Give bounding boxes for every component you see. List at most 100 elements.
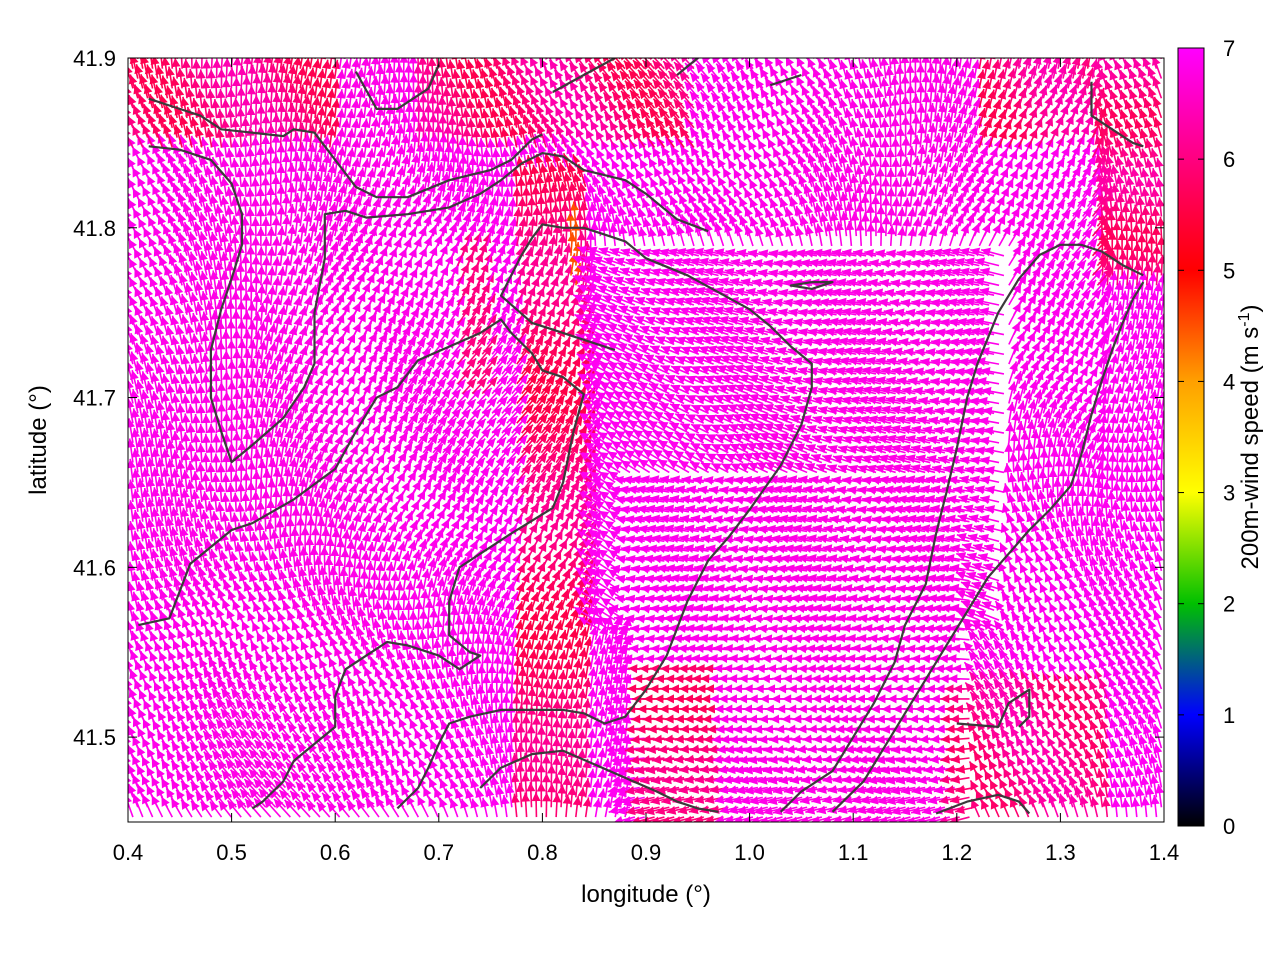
wind-arrow bbox=[280, 751, 296, 769]
wind-arrow bbox=[454, 615, 464, 640]
wind-arrow bbox=[968, 760, 981, 779]
wind-arrow bbox=[505, 783, 515, 808]
wind-arrow bbox=[982, 406, 1005, 416]
wind-arrow bbox=[234, 758, 252, 779]
wind-arrow bbox=[345, 759, 360, 779]
wind-arrow bbox=[980, 495, 1000, 505]
wind-arrow bbox=[1035, 438, 1045, 463]
wind-arrow bbox=[212, 770, 228, 789]
wind-arrow bbox=[480, 756, 490, 778]
wind-arrow bbox=[284, 780, 301, 798]
wind-arrow bbox=[587, 788, 597, 808]
wind-arrow bbox=[536, 725, 546, 749]
wind-arrow bbox=[1131, 797, 1141, 818]
wind-arrow bbox=[1115, 748, 1124, 769]
wind-arrow bbox=[779, 816, 803, 822]
wind-arrow bbox=[475, 746, 485, 769]
wind-arrow bbox=[263, 778, 282, 798]
wind-arrow bbox=[767, 775, 793, 785]
wind-arrow bbox=[194, 771, 208, 789]
wind-arrow bbox=[510, 773, 520, 798]
wind-arrow bbox=[736, 805, 759, 815]
wind-arrow bbox=[1154, 763, 1164, 788]
wind-arrow bbox=[1135, 786, 1145, 808]
wind-arrow bbox=[1140, 796, 1150, 818]
wind-arrow bbox=[635, 806, 660, 816]
wind-arrow bbox=[243, 738, 262, 759]
wind-arrow bbox=[220, 749, 237, 769]
wind-arrow bbox=[949, 714, 970, 724]
wind-arrow bbox=[612, 795, 636, 805]
wind-arrow bbox=[248, 768, 267, 789]
wind-arrow bbox=[258, 768, 277, 789]
wind-arrow bbox=[350, 769, 365, 789]
wind-arrows bbox=[128, 58, 1164, 822]
wind-arrow bbox=[242, 329, 252, 355]
wind-arrow bbox=[645, 785, 670, 795]
wind-arrow bbox=[1144, 764, 1154, 788]
wind-arrow bbox=[495, 743, 505, 768]
wind-arrow bbox=[607, 785, 631, 795]
wind-arrow bbox=[185, 751, 198, 769]
wind-arrow bbox=[950, 774, 970, 784]
wind-arrow bbox=[199, 781, 213, 798]
wind-arrow bbox=[345, 780, 360, 798]
wind-arrow bbox=[190, 761, 203, 779]
wind-arrow bbox=[335, 761, 351, 779]
wind-arrow bbox=[296, 742, 311, 759]
wind-arrow bbox=[350, 790, 365, 808]
wind-arrow bbox=[625, 806, 650, 816]
wind-arrow bbox=[950, 734, 970, 744]
wind-arrow bbox=[980, 475, 1000, 485]
wind-arrow bbox=[1035, 679, 1049, 700]
wind-arrow bbox=[331, 771, 346, 789]
wind-arrow bbox=[289, 790, 306, 808]
wind-arrow bbox=[582, 797, 592, 818]
wind-arrow bbox=[253, 739, 272, 759]
wind-arrow bbox=[515, 762, 525, 788]
wind-arrow bbox=[541, 754, 551, 778]
wind-arrow bbox=[1115, 768, 1125, 788]
wind-arrow bbox=[226, 799, 242, 818]
wind-arrow bbox=[949, 694, 970, 704]
wind-arrow bbox=[1095, 749, 1105, 769]
wind-arrow bbox=[1111, 797, 1121, 818]
wind-arrow bbox=[552, 774, 562, 798]
wind-arrow bbox=[1110, 758, 1120, 778]
wind-arrow bbox=[980, 366, 1005, 376]
wind-arrow bbox=[128, 660, 134, 680]
wind-arrow bbox=[722, 775, 744, 785]
wind-arrow bbox=[873, 805, 896, 815]
wind-arrow bbox=[500, 794, 510, 818]
wind-arrow bbox=[1090, 796, 1100, 818]
wind-arrow bbox=[630, 796, 655, 806]
wind-arrow bbox=[355, 779, 370, 798]
wind-arrow bbox=[321, 752, 336, 769]
wind-arrow bbox=[335, 740, 351, 759]
wind-arrow bbox=[412, 549, 422, 572]
wind-arrow bbox=[203, 771, 218, 789]
wind-arrow bbox=[1120, 757, 1130, 778]
wind-arrow bbox=[321, 792, 336, 808]
wind-arrow bbox=[213, 790, 228, 808]
wind-arrow bbox=[769, 816, 793, 822]
wind-arrow bbox=[480, 797, 490, 818]
wind-arrow bbox=[608, 805, 631, 815]
wind-arrow bbox=[872, 785, 896, 795]
wind-arrow bbox=[611, 775, 635, 785]
wind-arrow bbox=[222, 790, 237, 808]
wind-arrow bbox=[326, 802, 341, 818]
wind-arrow bbox=[890, 786, 916, 795]
wind-arrow bbox=[762, 765, 788, 775]
wind-arrow bbox=[967, 741, 980, 759]
wind-arrow bbox=[592, 798, 602, 818]
wind-arrow bbox=[388, 442, 403, 464]
wind-arrow bbox=[602, 798, 612, 818]
wind-arrow bbox=[949, 795, 970, 805]
wind-arrow bbox=[355, 799, 370, 818]
wind-arrow bbox=[984, 446, 1005, 456]
wind-arrow bbox=[900, 785, 926, 795]
wind-arrow bbox=[238, 748, 257, 769]
wind-arrow bbox=[577, 787, 587, 808]
wind-arrow bbox=[336, 781, 351, 798]
